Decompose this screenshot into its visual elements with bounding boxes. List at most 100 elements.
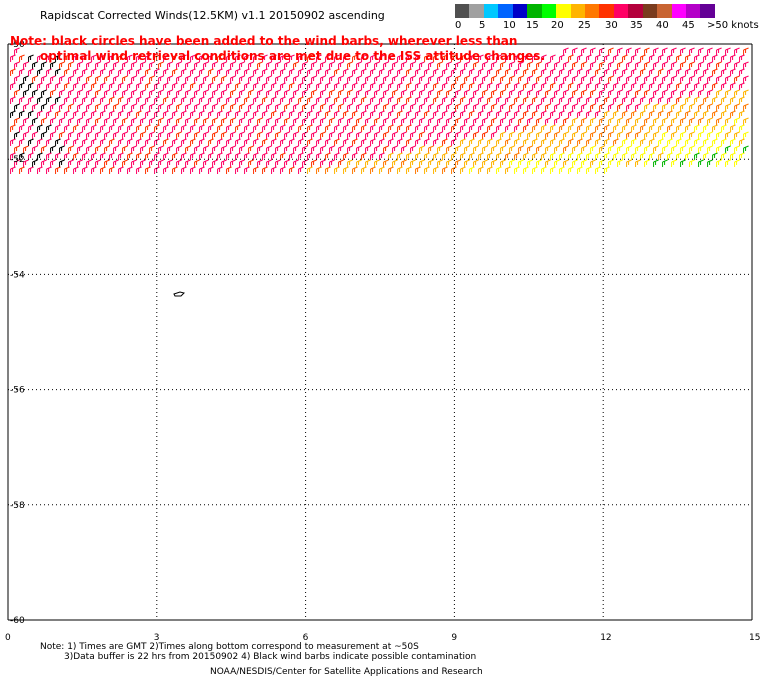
wind-barb: [109, 54, 115, 62]
wind-barb: [343, 152, 349, 160]
wind-barb: [469, 138, 475, 146]
wind-barb: [617, 159, 623, 167]
wind-barb: [698, 61, 704, 69]
legend-label: 10: [503, 20, 516, 31]
wind-barb: [730, 110, 736, 118]
wind-barb: [712, 96, 718, 104]
wind-barb: [428, 117, 434, 125]
wind-barb: [599, 61, 605, 69]
wind-barb: [572, 159, 578, 167]
wind-barb: [32, 159, 38, 167]
wind-barb: [77, 61, 83, 69]
wind-barb: [293, 131, 299, 139]
wind-barb: [640, 54, 646, 62]
wind-barb: [82, 152, 88, 160]
wind-barb: [514, 96, 520, 104]
wind-barb: [95, 145, 101, 153]
wind-barb: [608, 103, 614, 111]
wind-barb: [437, 75, 443, 83]
legend-label: 20: [551, 20, 564, 31]
wind-barb: [226, 166, 232, 174]
wind-barb: [176, 75, 182, 83]
wind-barb: [316, 138, 322, 146]
wind-barb: [293, 89, 299, 97]
wind-barb: [662, 89, 668, 97]
wind-barb: [419, 75, 425, 83]
wind-barb: [505, 166, 511, 174]
wind-barb: [37, 124, 43, 132]
wind-barb: [536, 61, 542, 69]
wind-barb: [415, 96, 421, 104]
wind-barb: [397, 152, 403, 160]
wind-barb: [230, 75, 236, 83]
wind-barb: [271, 110, 277, 118]
wind-barb: [235, 124, 241, 132]
wind-barb: [568, 124, 574, 132]
wind-barb: [586, 138, 592, 146]
wind-barb: [676, 54, 682, 62]
wind-barb: [635, 89, 641, 97]
wind-barb: [694, 96, 700, 104]
wind-barb: [667, 82, 673, 90]
wind-barb: [118, 138, 124, 146]
wind-barb: [653, 131, 659, 139]
wind-barb: [460, 110, 466, 118]
wind-barb: [248, 89, 254, 97]
wind-barb: [320, 61, 326, 69]
wind-barb: [730, 54, 736, 62]
wind-barb: [541, 166, 547, 174]
wind-barb: [743, 61, 749, 69]
wind-barb: [590, 61, 596, 69]
wind-barb: [46, 152, 52, 160]
legend-swatch: [657, 4, 672, 18]
wind-barb: [424, 54, 430, 62]
wind-barb: [397, 138, 403, 146]
wind-barb: [743, 47, 749, 55]
wind-barb: [275, 145, 281, 153]
wind-barb: [734, 89, 740, 97]
wind-barb: [77, 103, 83, 111]
wind-barb: [415, 82, 421, 90]
wind-barb: [275, 61, 281, 69]
wind-barb: [635, 61, 641, 69]
wind-barb: [653, 159, 659, 167]
wind-barb: [248, 117, 254, 125]
wind-barb: [523, 82, 529, 90]
wind-barb: [298, 82, 304, 90]
wind-barb: [145, 82, 151, 90]
wind-barb: [667, 68, 673, 76]
wind-barb: [662, 131, 668, 139]
wind-barb: [194, 131, 200, 139]
wind-barb: [455, 89, 461, 97]
wind-barb: [712, 138, 718, 146]
wind-barb: [181, 96, 187, 104]
wind-barb: [388, 166, 394, 174]
wind-barb: [563, 47, 569, 55]
wind-barb: [514, 166, 520, 174]
wind-barb: [577, 166, 583, 174]
wind-barb: [136, 124, 142, 132]
wind-barb: [86, 61, 92, 69]
wind-barb: [136, 110, 142, 118]
wind-barb: [217, 54, 223, 62]
wind-barb: [325, 124, 331, 132]
wind-barb: [46, 124, 52, 132]
wind-barb: [280, 68, 286, 76]
wind-barb: [95, 89, 101, 97]
wind-barb: [181, 82, 187, 90]
wind-barb: [721, 54, 727, 62]
wind-barb: [649, 152, 655, 160]
wind-barb: [19, 124, 25, 132]
wind-barb: [55, 138, 61, 146]
wind-barb: [397, 54, 403, 62]
wind-barb: [410, 89, 416, 97]
wind-barb: [550, 138, 556, 146]
wind-barb: [172, 54, 178, 62]
wind-barb: [343, 96, 349, 104]
wind-barb: [50, 61, 56, 69]
legend-swatch: [584, 4, 600, 18]
wind-barb: [586, 166, 592, 174]
wind-barb: [649, 82, 655, 90]
wind-barb: [563, 159, 569, 167]
